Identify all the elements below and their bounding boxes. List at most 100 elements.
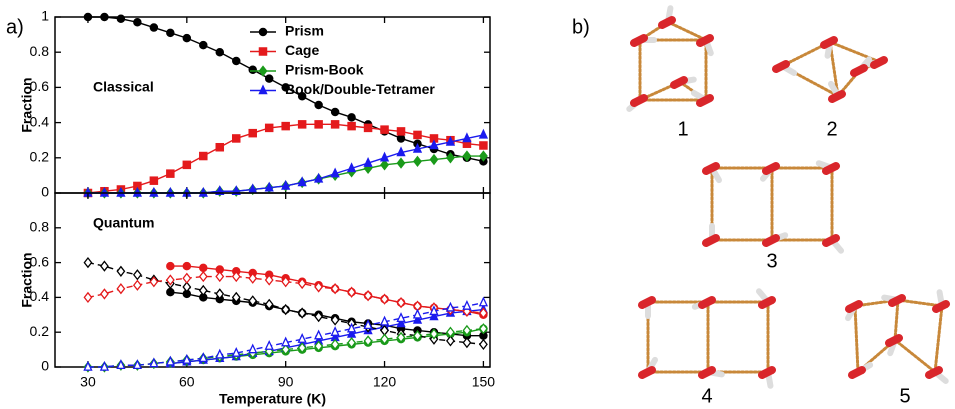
oh-bond (658, 16, 676, 29)
legend-label: Book/Double-Tetramer (285, 81, 435, 97)
oh-bond (698, 296, 716, 309)
hydrogen-bond (828, 40, 882, 64)
marker (297, 91, 307, 101)
marker (314, 120, 323, 129)
marker (199, 151, 208, 161)
marker (297, 342, 307, 354)
legend-label: Prism-Book (285, 62, 364, 78)
marker (116, 14, 126, 24)
marker (198, 352, 208, 363)
oh-bond (630, 94, 648, 107)
marker (165, 355, 175, 366)
hydrogen-bond (893, 338, 937, 374)
marker (330, 107, 340, 117)
legend-marker (258, 27, 268, 37)
plot-frame (54, 192, 491, 368)
x-axis-label: Temperature (K) (219, 391, 326, 407)
structure-label: 3 (766, 250, 777, 272)
panel-label: a) (6, 16, 24, 38)
marker (132, 269, 142, 281)
marker (83, 256, 93, 269)
marker (314, 172, 324, 183)
marker (363, 123, 373, 133)
marker (281, 336, 291, 347)
oh-bond (758, 296, 776, 309)
marker (445, 301, 456, 312)
x-tick-label: 60 (179, 374, 195, 390)
marker (166, 287, 175, 297)
marker (429, 139, 439, 150)
marker (347, 113, 356, 122)
oh-bond (698, 366, 716, 379)
marker (346, 162, 357, 173)
marker (347, 286, 357, 298)
x-tick-label: 30 (80, 374, 96, 390)
x-tick-label: 150 (472, 374, 496, 390)
marker (446, 152, 455, 164)
legend-marker (258, 65, 268, 77)
y-tick-label: 1 (41, 8, 49, 24)
marker (379, 315, 390, 326)
marker (248, 272, 258, 284)
oh-bond (888, 294, 906, 307)
oh-bond (822, 162, 840, 175)
annotation: Classical (93, 79, 154, 95)
marker (199, 40, 208, 50)
panel-label: b) (572, 16, 590, 38)
marker (166, 261, 175, 271)
oh-bond (638, 296, 656, 309)
marker (215, 270, 225, 283)
marker (166, 169, 175, 178)
oh-bond (822, 234, 840, 247)
marker (100, 260, 109, 272)
y-tick-label: 0 (41, 358, 49, 374)
plot-frame (54, 16, 491, 194)
structure-label: 2 (826, 118, 837, 140)
marker (478, 296, 489, 307)
marker (429, 328, 439, 340)
oh-bond (772, 60, 790, 73)
marker (231, 346, 241, 357)
marker (231, 291, 241, 304)
marker (99, 360, 110, 371)
marker (330, 283, 340, 295)
marker (83, 360, 93, 371)
marker (396, 127, 406, 136)
oh-bond (885, 334, 903, 347)
marker (462, 150, 472, 162)
marker (297, 277, 307, 290)
marker (363, 335, 373, 347)
marker (412, 142, 423, 153)
marker (297, 333, 307, 343)
marker (380, 293, 389, 305)
marker (215, 288, 225, 300)
marker (412, 313, 423, 324)
oh-bond (848, 366, 866, 379)
marker (248, 295, 258, 307)
marker (396, 157, 406, 169)
marker (182, 33, 192, 43)
y-tick-label: 0.4 (30, 113, 50, 129)
marker (248, 128, 257, 138)
marker (396, 317, 406, 328)
marker (182, 353, 192, 364)
marker (380, 125, 389, 134)
marker (413, 330, 422, 342)
marker (248, 343, 258, 354)
y-axis-label: Fraction (19, 252, 35, 307)
marker (297, 176, 307, 187)
structure-label: 5 (899, 385, 910, 407)
marker (363, 156, 373, 167)
marker (445, 135, 456, 146)
marker (149, 276, 159, 288)
marker (165, 274, 175, 286)
marker (182, 281, 192, 293)
marker (166, 28, 175, 38)
marker (396, 331, 406, 344)
marker (330, 120, 340, 129)
marker (116, 265, 126, 277)
marker (396, 134, 406, 143)
y-tick-label: 0.6 (30, 253, 50, 269)
marker (396, 312, 406, 323)
marker (281, 276, 291, 288)
